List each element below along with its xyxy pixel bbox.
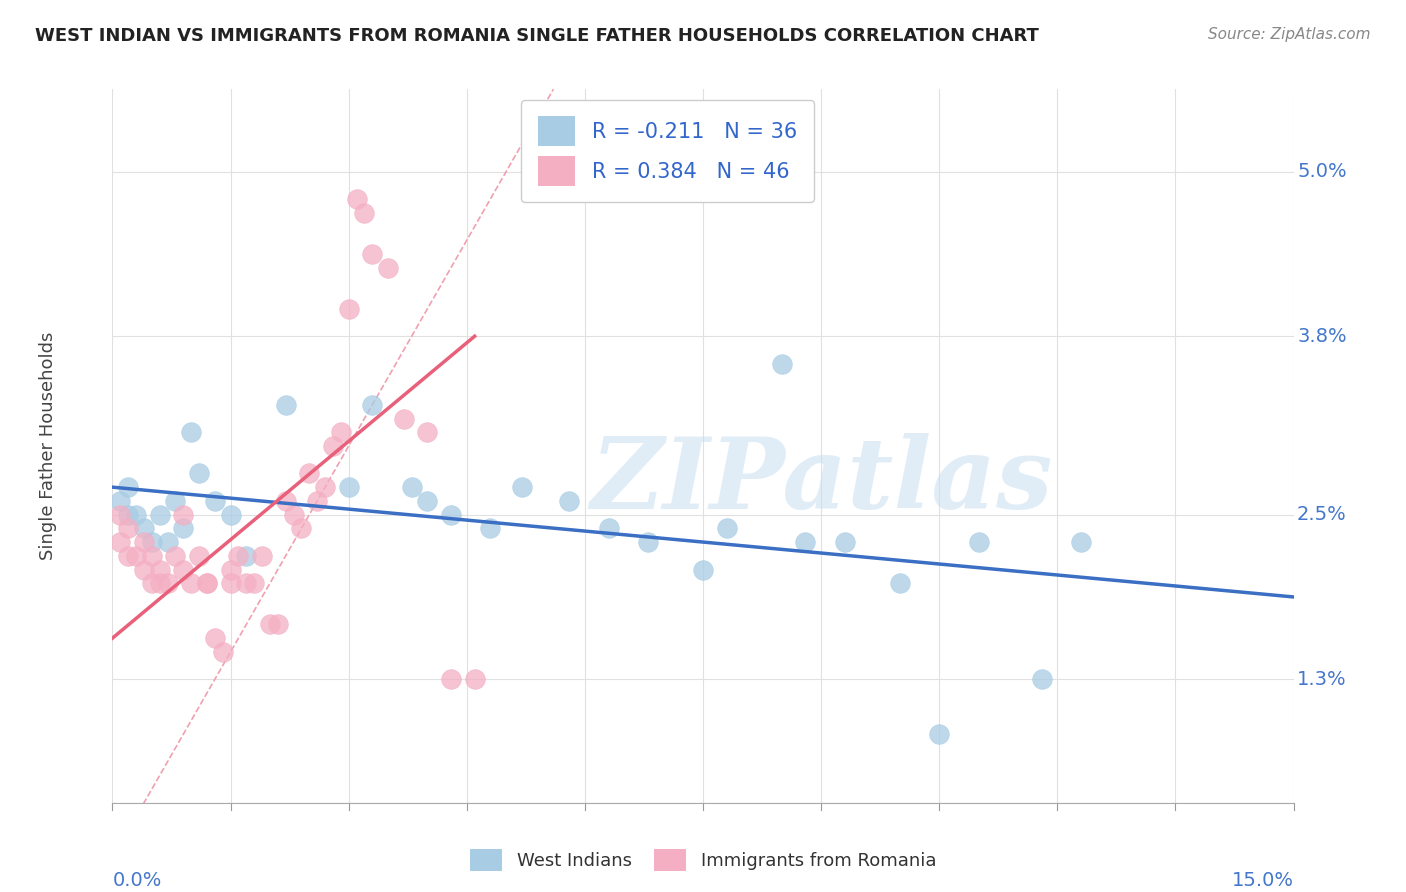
Point <box>298 467 321 481</box>
Point <box>132 521 155 535</box>
Text: 15.0%: 15.0% <box>1232 871 1294 890</box>
Point <box>219 562 242 576</box>
Point <box>117 521 139 535</box>
Point <box>204 494 226 508</box>
Point <box>235 549 257 563</box>
Point <box>110 494 132 508</box>
Point <box>180 576 202 591</box>
Point <box>416 425 439 440</box>
Point <box>156 535 179 549</box>
Point <box>267 617 290 632</box>
Point <box>172 521 194 535</box>
Point <box>346 192 368 206</box>
Point <box>117 549 139 563</box>
Text: 1.3%: 1.3% <box>1298 670 1347 689</box>
Point <box>228 549 250 563</box>
Point <box>117 480 139 494</box>
Point <box>598 521 620 535</box>
Point <box>928 727 950 741</box>
Point <box>172 562 194 576</box>
Point <box>235 576 257 591</box>
Point <box>141 535 163 549</box>
Point <box>132 535 155 549</box>
Point <box>149 576 172 591</box>
Point <box>243 576 266 591</box>
Point <box>353 205 375 219</box>
Point <box>440 673 463 687</box>
Point <box>165 549 187 563</box>
Point <box>250 549 273 563</box>
Point <box>141 549 163 563</box>
Point <box>401 480 423 494</box>
Legend: West Indians, Immigrants from Romania: West Indians, Immigrants from Romania <box>463 842 943 879</box>
Point <box>259 617 281 632</box>
Point <box>329 425 352 440</box>
Point <box>274 398 297 412</box>
Text: 3.8%: 3.8% <box>1298 326 1347 346</box>
Point <box>510 480 533 494</box>
Point <box>219 576 242 591</box>
Point <box>440 508 463 522</box>
Point <box>180 425 202 440</box>
Point <box>1070 535 1092 549</box>
Point <box>195 576 218 591</box>
Point <box>219 508 242 522</box>
Point <box>110 535 132 549</box>
Point <box>110 508 132 522</box>
Point <box>290 521 312 535</box>
Point <box>149 562 172 576</box>
Point <box>337 301 360 316</box>
Legend: R = -0.211   N = 36, R = 0.384   N = 46: R = -0.211 N = 36, R = 0.384 N = 46 <box>522 100 814 202</box>
Point <box>834 535 856 549</box>
Point <box>464 673 486 687</box>
Point <box>416 494 439 508</box>
Point <box>195 576 218 591</box>
Text: ZIPatlas: ZIPatlas <box>591 434 1052 530</box>
Text: 2.5%: 2.5% <box>1298 505 1347 524</box>
Point <box>125 549 148 563</box>
Point <box>211 645 233 659</box>
Text: WEST INDIAN VS IMMIGRANTS FROM ROMANIA SINGLE FATHER HOUSEHOLDS CORRELATION CHAR: WEST INDIAN VS IMMIGRANTS FROM ROMANIA S… <box>35 27 1039 45</box>
Point <box>637 535 659 549</box>
Point <box>967 535 990 549</box>
Point <box>314 480 336 494</box>
Point <box>716 521 738 535</box>
Point <box>172 508 194 522</box>
Point <box>117 508 139 522</box>
Point <box>141 576 163 591</box>
Text: 5.0%: 5.0% <box>1298 162 1347 181</box>
Point <box>188 549 211 563</box>
Point <box>889 576 911 591</box>
Point <box>156 576 179 591</box>
Point <box>692 562 714 576</box>
Point <box>132 562 155 576</box>
Point <box>149 508 172 522</box>
Text: 0.0%: 0.0% <box>112 871 162 890</box>
Point <box>1031 673 1053 687</box>
Point <box>274 494 297 508</box>
Point <box>322 439 344 453</box>
Point <box>377 260 399 275</box>
Point <box>204 631 226 645</box>
Point <box>558 494 581 508</box>
Point <box>125 508 148 522</box>
Point <box>479 521 502 535</box>
Point <box>283 508 305 522</box>
Point <box>361 398 384 412</box>
Point <box>361 247 384 261</box>
Point <box>307 494 329 508</box>
Point <box>794 535 817 549</box>
Point <box>337 480 360 494</box>
Point <box>165 494 187 508</box>
Point <box>188 467 211 481</box>
Text: Single Father Households: Single Father Households <box>38 332 56 560</box>
Point <box>392 411 415 425</box>
Text: Source: ZipAtlas.com: Source: ZipAtlas.com <box>1208 27 1371 42</box>
Point <box>770 357 793 371</box>
